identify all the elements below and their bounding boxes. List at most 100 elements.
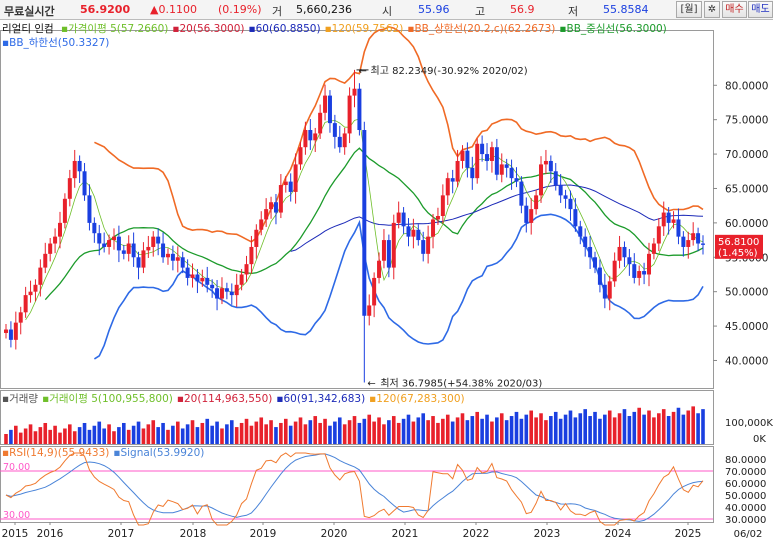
candle-body xyxy=(421,240,426,254)
candle-body xyxy=(278,185,283,213)
candle-body xyxy=(161,243,166,258)
candle-body xyxy=(588,246,593,258)
candle-body xyxy=(92,222,97,234)
volume-bar xyxy=(126,429,131,444)
candle-body xyxy=(234,284,239,296)
volume-bar xyxy=(372,421,376,444)
candle-body xyxy=(259,219,264,230)
candle-body xyxy=(691,233,696,241)
volume-bar xyxy=(504,420,509,444)
candle-body xyxy=(283,181,288,186)
volume-bar xyxy=(23,428,28,444)
candle-body xyxy=(28,291,33,296)
candle-body xyxy=(661,212,666,227)
candle-body xyxy=(254,229,259,247)
high-value: 56.9 xyxy=(510,3,535,16)
volume-bar xyxy=(53,425,57,444)
volume-bar xyxy=(122,422,126,444)
volume-bar xyxy=(524,414,529,444)
price-legend-item: ▪60(60.8850) xyxy=(248,23,321,35)
volume-bar xyxy=(279,422,283,444)
rsi-level-low: 30.00 xyxy=(3,510,30,521)
candle-body xyxy=(431,219,436,237)
rsi-level-high: 70.00 xyxy=(3,462,30,473)
candle-body xyxy=(185,267,190,278)
candle-body xyxy=(67,178,72,199)
volume-bar xyxy=(200,422,205,444)
candle-body xyxy=(38,267,43,285)
low-label: 저 xyxy=(568,5,579,18)
x-axis-label: 2019 xyxy=(250,528,277,540)
candle-body xyxy=(642,271,647,275)
candle-body xyxy=(8,329,13,340)
stock-chart[interactable]: 70.00 30.00 80.0000 75.0000 70.0000 65.0000 6… xyxy=(0,20,773,541)
candle-body xyxy=(607,281,612,299)
volume-bar xyxy=(264,424,268,444)
candle-body xyxy=(273,202,278,213)
volume-bar xyxy=(205,418,210,444)
volume-bar xyxy=(33,431,38,444)
last-price-pct: (1.45%) xyxy=(718,248,758,259)
period-monthly-button[interactable]: [월] xyxy=(676,1,702,18)
volume-bar xyxy=(549,416,553,444)
volume-label: 거 xyxy=(272,5,283,18)
candle-body xyxy=(229,291,234,296)
candle-body xyxy=(568,198,573,210)
gear-icon[interactable]: ✲ xyxy=(704,1,720,18)
volume-bar xyxy=(4,434,8,444)
rsi-panel-frame xyxy=(0,446,714,523)
candle-body xyxy=(269,202,274,210)
volume-bar xyxy=(9,429,13,444)
candle-body xyxy=(583,236,588,247)
candle-body xyxy=(102,243,107,247)
volume-bar xyxy=(642,414,646,444)
candle-body xyxy=(602,284,607,299)
volume-bar xyxy=(544,420,548,444)
candle-body xyxy=(445,178,450,196)
volume-bar xyxy=(593,411,597,444)
candle-body xyxy=(548,160,553,172)
volume-bar xyxy=(676,407,681,444)
volume-bar xyxy=(539,413,543,444)
rsi-axis-label: 40.0000 xyxy=(725,503,766,514)
price-panel xyxy=(0,30,714,389)
volume-bar xyxy=(313,416,318,444)
volume-bar xyxy=(480,418,484,444)
candle-body xyxy=(4,329,8,333)
volume-bar xyxy=(490,421,494,444)
volume-bar xyxy=(195,427,200,444)
volume-bar xyxy=(48,429,52,444)
candle-body xyxy=(593,257,598,268)
volume-bar xyxy=(657,413,661,444)
candle-body xyxy=(489,147,494,161)
candle-body xyxy=(401,212,406,227)
volume-bar xyxy=(534,417,538,444)
volume-bar xyxy=(38,427,43,444)
volume-bar xyxy=(529,410,534,444)
rsi-axis-label: 70.0000 xyxy=(725,467,766,478)
x-axis-label: 2015 xyxy=(2,528,29,540)
buy-button[interactable]: 매수 xyxy=(722,1,747,18)
volume-bar xyxy=(686,410,691,444)
volume-bar xyxy=(391,416,396,444)
volume-bar xyxy=(578,413,583,444)
candle-body xyxy=(219,288,224,299)
candle-body xyxy=(524,205,529,223)
volume-legend-item: ▪20(114,963,550) xyxy=(176,393,273,405)
volume-bar xyxy=(342,424,347,444)
volume-bar xyxy=(229,420,234,444)
open-value: 55.96 xyxy=(418,3,450,16)
volume-bars xyxy=(4,406,705,444)
candle-body xyxy=(327,95,332,124)
sell-button[interactable]: 매도 xyxy=(748,1,773,18)
volume-bar xyxy=(239,422,244,444)
candle-body xyxy=(494,147,499,175)
volume-legend-item: ▪60(91,342,683) xyxy=(276,393,366,405)
candle-body xyxy=(170,253,175,261)
volume-bar xyxy=(465,420,470,444)
x-axis-label: 2020 xyxy=(321,528,348,540)
candle-body xyxy=(504,164,509,168)
candle-body xyxy=(313,133,318,141)
price-legend-item: ▪120(59.7562) xyxy=(324,23,404,35)
volume-bar xyxy=(367,414,372,444)
